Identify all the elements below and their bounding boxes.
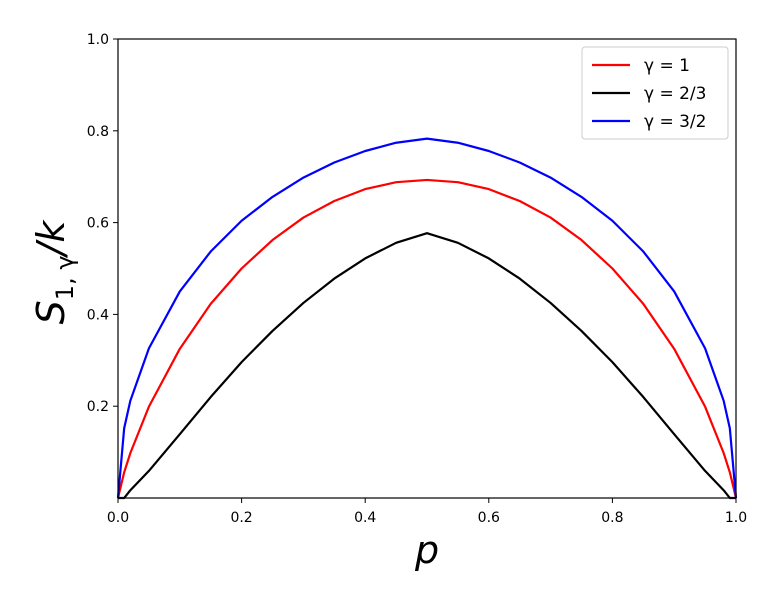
y-axis-label-subscript: 1, γ <box>51 255 79 300</box>
y-tick-label: 0.2 <box>87 399 109 415</box>
legend-label-3: γ = 3/2 <box>644 112 706 132</box>
legend: γ = 1 γ = 2/3 γ = 3/2 <box>581 46 729 140</box>
y-tick-label: 0.6 <box>87 216 109 232</box>
x-tick-label: 1.0 <box>725 510 747 526</box>
legend-label-1: γ = 1 <box>644 56 690 76</box>
x-tick-label: 0.4 <box>354 510 376 526</box>
legend-entries: γ = 1 γ = 2/3 γ = 3/2 <box>592 56 706 132</box>
ticks-layer: 0.0 0.2 0.4 0.6 0.8 1.0 0.2 0.4 0.6 0.8 1.0 <box>87 32 747 526</box>
series-line-3 <box>116 137 738 499</box>
legend-label-2: γ = 2/3 <box>644 84 706 104</box>
y-axis-label-base: S <box>29 300 73 324</box>
x-tick-label: 0.8 <box>601 510 623 526</box>
x-axis-label: p <box>414 528 439 572</box>
y-tick-label: 0.8 <box>87 124 109 140</box>
series-line-1 <box>116 178 738 499</box>
x-tick-label: 0.0 <box>107 510 129 526</box>
y-axis-label-suffix: /k <box>29 219 73 259</box>
plot-frame <box>117 38 737 499</box>
y-tick-label: 1.0 <box>87 32 109 48</box>
legend-box <box>581 46 729 140</box>
series-line-2 <box>118 232 736 500</box>
series-layer <box>116 137 738 500</box>
y-axis-label: S1, γ/k <box>29 219 79 325</box>
x-tick-label: 0.2 <box>230 510 252 526</box>
x-tick-label: 0.6 <box>478 510 500 526</box>
y-tick-label: 0.4 <box>87 307 109 323</box>
